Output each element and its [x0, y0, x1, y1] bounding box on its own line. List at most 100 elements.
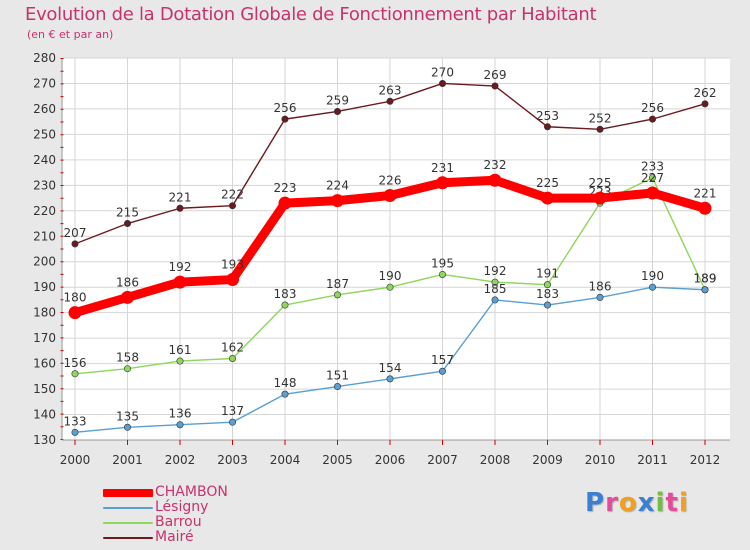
data-label: 225 — [589, 176, 612, 190]
data-point — [281, 115, 289, 123]
data-point — [176, 204, 184, 212]
data-label: 162 — [221, 341, 244, 355]
data-label: 221 — [169, 190, 192, 204]
data-point — [648, 115, 656, 123]
data-label: 270 — [431, 65, 454, 79]
data-label: 222 — [221, 188, 244, 202]
data-point — [436, 176, 449, 190]
data-point — [491, 278, 499, 286]
data-label: 151 — [326, 369, 349, 383]
data-point — [698, 201, 712, 215]
data-point — [229, 418, 237, 426]
data-label: 135 — [116, 409, 139, 423]
y-tick-label: 130 — [33, 433, 56, 447]
y-tick-label: 200 — [33, 255, 56, 269]
data-point — [229, 355, 237, 363]
y-tick-label: 280 — [33, 51, 56, 65]
data-label: 226 — [379, 174, 402, 188]
data-point — [648, 283, 656, 291]
x-tick-label: 2007 — [427, 453, 458, 467]
y-tick-label: 140 — [33, 408, 56, 422]
data-point — [543, 281, 551, 289]
data-point — [124, 220, 132, 228]
data-label: 186 — [589, 279, 612, 293]
legend-label: Lésigny — [155, 499, 209, 515]
data-label: 232 — [484, 158, 507, 172]
data-label: 190 — [379, 269, 402, 283]
data-label: 133 — [64, 414, 87, 428]
series-lésigny: 133 135 136 137 148 151 154 157 185 183 186 190 189 — [64, 269, 716, 436]
data-label: 223 — [274, 181, 297, 195]
y-tick-label: 180 — [33, 306, 56, 320]
data-point — [331, 194, 344, 208]
legend-label: CHAMBON — [155, 484, 228, 500]
data-label: 158 — [116, 351, 139, 365]
data-label: 215 — [116, 206, 139, 220]
data-point — [701, 100, 709, 108]
data-point — [226, 273, 239, 287]
data-label: 180 — [64, 291, 87, 305]
data-label: 253 — [536, 109, 559, 123]
logo-letter: t — [665, 488, 679, 518]
data-label: 192 — [169, 260, 192, 274]
data-label: 161 — [169, 343, 192, 357]
data-point — [438, 367, 446, 375]
x-tick-label: 2005 — [322, 453, 353, 467]
data-point — [124, 365, 132, 373]
data-label: 154 — [379, 361, 402, 375]
data-label: 263 — [379, 83, 402, 97]
logo-letter: i — [655, 488, 666, 518]
data-label: 193 — [221, 258, 244, 272]
data-label: 252 — [589, 111, 612, 125]
series-mairé: 207 215 221 222 256 259 263 270 269 253 252 256 262 — [64, 65, 717, 248]
data-label: 221 — [694, 186, 717, 200]
data-label: 262 — [694, 86, 717, 100]
x-tick-label: 2001 — [112, 453, 143, 467]
data-point — [383, 189, 397, 203]
x-tick-label: 2008 — [480, 453, 511, 467]
data-point — [121, 290, 134, 304]
x-tick-label: 2009 — [532, 453, 563, 467]
data-point — [71, 370, 79, 378]
data-label: 259 — [326, 93, 349, 107]
data-label: 256 — [274, 101, 297, 115]
data-point — [596, 293, 604, 301]
plot-area — [62, 58, 730, 440]
data-label: 183 — [274, 287, 297, 301]
data-point — [281, 390, 289, 398]
data-point — [648, 174, 656, 182]
data-label: 192 — [484, 264, 507, 278]
data-point — [646, 186, 659, 200]
y-tick-label: 230 — [33, 178, 56, 192]
data-point — [68, 306, 82, 320]
data-point — [701, 286, 709, 294]
logo-letter: i — [678, 488, 689, 518]
data-point — [543, 123, 551, 131]
logo-letter: x — [637, 488, 656, 518]
data-label: 186 — [116, 275, 139, 289]
data-point — [593, 191, 607, 205]
data-label: 190 — [641, 269, 664, 283]
logo-letter: P — [585, 488, 606, 518]
y-tick-label: 190 — [33, 280, 56, 294]
y-tick-label: 170 — [33, 331, 56, 345]
data-point — [173, 275, 187, 289]
data-point — [488, 173, 502, 187]
legend-swatch — [103, 507, 153, 509]
data-point — [333, 107, 341, 115]
data-point — [333, 383, 341, 391]
data-label: 185 — [484, 282, 507, 296]
data-point — [541, 191, 554, 205]
data-point — [176, 421, 184, 429]
y-tick-label: 250 — [33, 127, 56, 141]
data-label: 189 — [694, 272, 717, 286]
data-point — [438, 79, 446, 87]
x-tick-label: 2010 — [585, 453, 616, 467]
logo-letter: o — [618, 488, 638, 518]
legend-label: Mairé — [155, 529, 194, 545]
data-point — [596, 125, 604, 133]
x-tick-label: 2012 — [690, 453, 721, 467]
series-chambon: 180 186 192 193 223 224 226 231 232 225 225 227 221 — [64, 158, 717, 320]
y-tick-label: 160 — [33, 357, 56, 371]
